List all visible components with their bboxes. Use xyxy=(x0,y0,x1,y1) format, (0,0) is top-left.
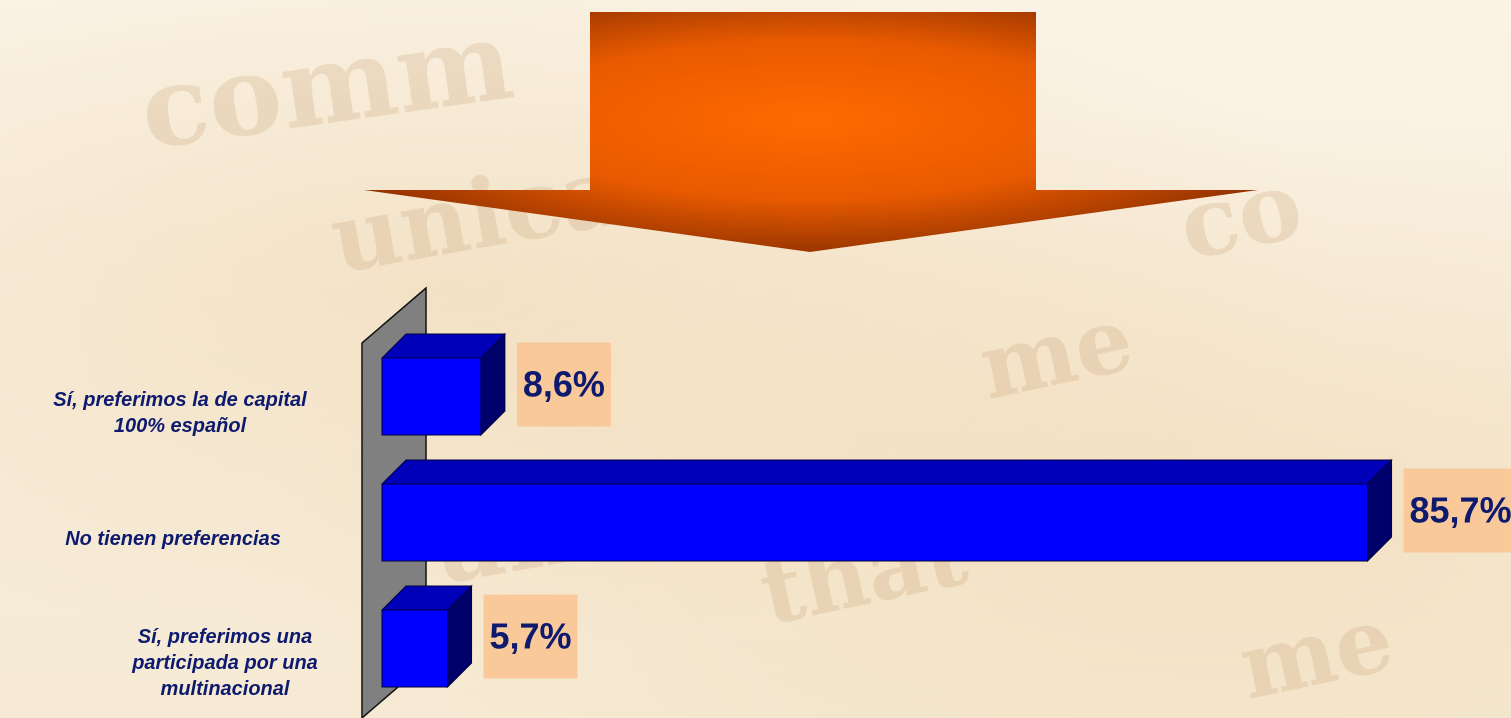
value-label-box xyxy=(1403,468,1511,553)
category-label: No tienen preferencias xyxy=(65,528,281,550)
bar-front-face xyxy=(381,357,482,436)
down-arrow-icon xyxy=(364,12,1258,252)
bar-1 xyxy=(380,458,1393,563)
bar-front-face xyxy=(381,483,1369,562)
category-label: Sí, preferimos una participada por una mul… xyxy=(131,626,318,700)
category-label-line: Sí, preferimos la de capital xyxy=(53,389,307,411)
category-label-line: No tienen preferencias xyxy=(65,528,281,550)
bar-2 xyxy=(380,584,473,689)
value-label: 8,6% xyxy=(523,364,605,405)
value-label: 5,7% xyxy=(490,616,572,657)
bar-front-face xyxy=(381,609,449,688)
category-label-line: participada por una xyxy=(131,652,318,674)
value-label: 85,7% xyxy=(1410,490,1511,531)
category-label-line: multinacional xyxy=(161,678,290,700)
value-label-box xyxy=(516,342,611,427)
value-label-box xyxy=(483,594,578,679)
category-label: Sí, preferimos la de capital 100% español xyxy=(53,389,307,437)
bar-0 xyxy=(380,332,507,437)
category-label-line: Sí, preferimos una xyxy=(138,626,313,648)
category-label-line: 100% español xyxy=(114,415,247,437)
bar-top-face xyxy=(380,459,1393,485)
